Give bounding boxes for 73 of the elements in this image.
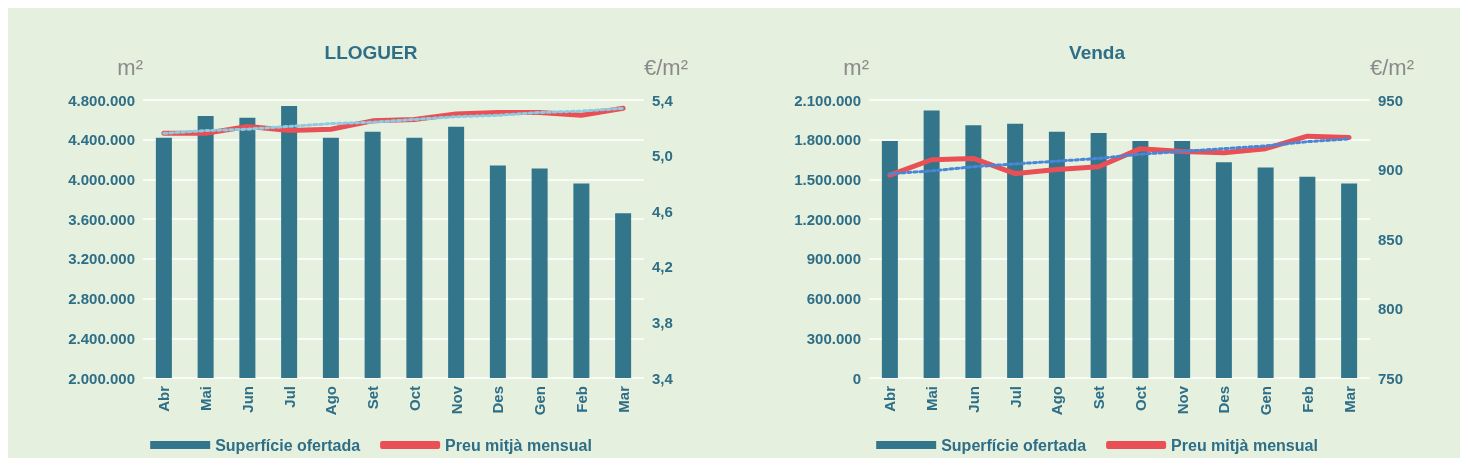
y-tick-label: 600.000: [806, 290, 861, 308]
x-tick-label: Set: [1090, 386, 1108, 410]
y2-axis-title: €/m²: [644, 54, 688, 80]
bar: [881, 141, 898, 378]
x-tick-label: Des: [1215, 386, 1233, 414]
y2-tick-label: 4,6: [652, 202, 673, 220]
x-tick-label: Abr: [155, 385, 173, 412]
y-tick-label: 1.500.000: [794, 170, 861, 188]
x-tick-label: Jun: [238, 386, 256, 413]
legend-label: Preu mitjà mensual: [445, 436, 592, 454]
chart-title: Venda: [1069, 42, 1126, 63]
y-axis-title: m²: [117, 54, 143, 80]
y-tick-label: 4.000.000: [68, 170, 135, 188]
y-tick-label: 2.000.000: [68, 369, 135, 387]
y-tick-label: 4.400.000: [68, 131, 135, 149]
y-tick-label: 2.800.000: [68, 290, 135, 308]
bar: [1007, 123, 1024, 378]
y-axis-title: m²: [843, 54, 869, 80]
x-tick-label: Oct: [1131, 386, 1149, 412]
y2-tick-label: 3,8: [652, 313, 673, 331]
y2-tick-label: 950: [1378, 91, 1404, 109]
x-tick-label: Jul: [280, 386, 298, 408]
bar: [1299, 176, 1316, 378]
x-tick-label: Jun: [964, 386, 982, 413]
y-tick-label: 2.400.000: [68, 329, 135, 347]
y2-tick-label: 900: [1378, 161, 1404, 178]
y-tick-label: 900.000: [806, 250, 861, 268]
bar: [1048, 131, 1065, 378]
x-tick-label: Oct: [405, 386, 423, 412]
y2-tick-label: 750: [1378, 369, 1404, 387]
x-tick-label: Des: [489, 386, 507, 414]
x-tick-label: Feb: [1298, 386, 1316, 413]
x-tick-label: Mar: [1340, 385, 1358, 413]
x-tick-label: Gen: [531, 386, 549, 416]
bar: [1132, 141, 1149, 378]
y-tick-label: 300.000: [806, 329, 861, 347]
y-tick-label: 1.800.000: [794, 131, 861, 149]
x-tick-label: Ago: [322, 386, 340, 416]
y-tick-label: 4.800.000: [68, 91, 135, 109]
x-tick-label: Ago: [1048, 386, 1066, 416]
y2-tick-label: 800: [1378, 300, 1404, 317]
x-tick-label: Jul: [1006, 386, 1024, 408]
y-tick-label: 3.600.000: [68, 210, 135, 228]
x-tick-label: Mai: [923, 386, 941, 412]
x-tick-label: Abr: [881, 385, 899, 412]
bar: [1174, 141, 1191, 378]
bar: [965, 125, 982, 378]
legend-label: Superfície ofertada: [215, 436, 361, 454]
x-tick-label: Nov: [447, 385, 465, 415]
chart-title: LLOGUER: [324, 42, 418, 63]
x-tick-label: Nov: [1173, 385, 1191, 415]
legend-label: Superfície ofertada: [941, 436, 1087, 454]
x-tick-label: Feb: [572, 386, 590, 413]
x-tick-label: Mar: [614, 385, 632, 413]
y-tick-label: 0: [852, 369, 861, 387]
y2-axis-title: €/m²: [1370, 54, 1414, 80]
bar: [1341, 183, 1358, 378]
y2-tick-label: 850: [1378, 230, 1404, 248]
y2-tick-label: 5,4: [652, 91, 674, 109]
x-tick-label: Set: [364, 386, 382, 410]
bar: [1215, 162, 1232, 378]
bar: [1257, 167, 1274, 378]
bar: [1090, 133, 1107, 378]
x-tick-label: Gen: [1257, 386, 1275, 416]
y2-tick-label: 3,4: [652, 369, 674, 387]
legend-label: Preu mitjà mensual: [1171, 436, 1318, 454]
bar: [923, 110, 940, 378]
y2-tick-label: 4,2: [652, 258, 673, 276]
y-tick-label: 2.100.000: [794, 91, 861, 109]
x-tick-label: Mai: [197, 386, 215, 412]
y-tick-label: 3.200.000: [68, 250, 135, 268]
y2-tick-label: 5,0: [652, 147, 673, 165]
y-tick-label: 1.200.000: [794, 210, 861, 228]
